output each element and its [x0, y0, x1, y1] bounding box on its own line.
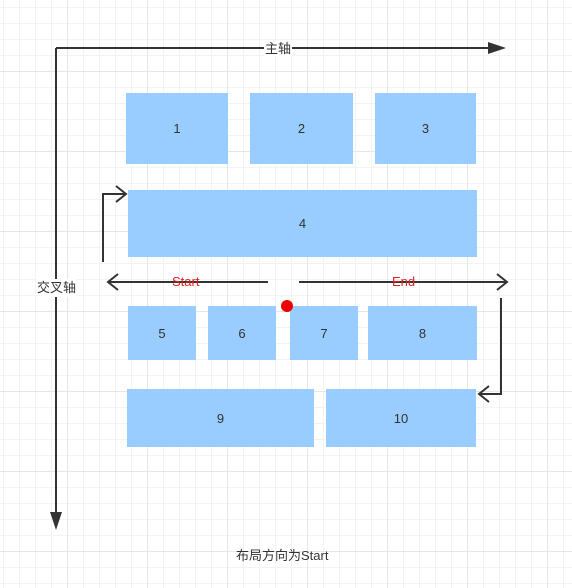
wrap-up-arrow — [102, 185, 128, 262]
origin-marker-dot — [281, 300, 293, 312]
flex-item-label: 9 — [216, 410, 225, 426]
start-label: Start — [172, 274, 200, 289]
end-arrow — [299, 273, 509, 291]
flex-item-10: 10 — [326, 389, 476, 447]
flex-item-3: 3 — [375, 93, 476, 164]
flex-item-label: 7 — [320, 325, 328, 341]
end-label: End — [392, 274, 416, 289]
flex-item-label: 3 — [421, 121, 430, 136]
flex-item-label: 1 — [173, 121, 181, 136]
flex-item-4: 4 — [128, 190, 477, 257]
flex-item-6: 6 — [208, 306, 276, 360]
flex-item-9: 9 — [127, 389, 314, 447]
wrap-down-arrow — [477, 298, 502, 403]
flex-item-label: 5 — [158, 325, 166, 341]
flex-item-label: 2 — [297, 121, 306, 136]
start-arrow — [106, 273, 268, 291]
flex-item-8: 8 — [368, 306, 477, 360]
flex-item-1: 1 — [126, 93, 228, 164]
flex-item-label: 4 — [298, 216, 307, 231]
flex-item-label: 10 — [393, 410, 409, 426]
flex-item-label: 8 — [418, 325, 427, 341]
diagram-caption: 布局方向为Start — [236, 548, 329, 563]
flex-item-5: 5 — [128, 306, 196, 360]
flex-item-label: 6 — [238, 325, 246, 341]
flex-item-2: 2 — [250, 93, 353, 164]
flex-item-7: 7 — [290, 306, 358, 360]
main-axis-label: 主轴 — [264, 41, 293, 57]
cross-axis-label: 交叉轴 — [37, 279, 77, 297]
